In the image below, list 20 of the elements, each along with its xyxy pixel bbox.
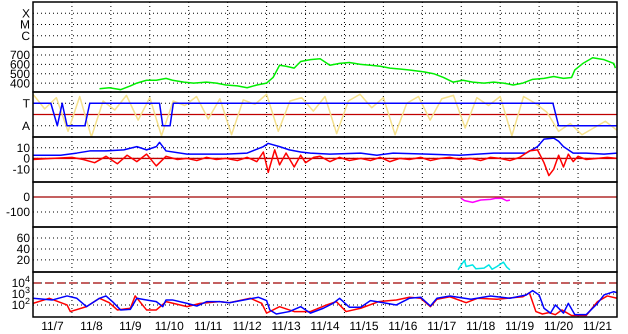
x-tick-label: 11/7 [41,319,64,333]
x-tick-label: 11/13 [271,319,301,333]
y-tick-label: -100 [6,205,30,220]
y-tick-label: 0 [23,190,30,204]
x-tick-label: 11/9 [119,319,142,333]
x-tick-label: 11/20 [544,319,574,333]
x-tick-label: 11/18 [466,319,496,333]
x-tick-label: 11/10 [154,319,184,333]
x-tick-label: 11/15 [349,319,379,333]
category-label: X [22,6,30,20]
x-tick-label: 11/21 [582,319,612,333]
x-tick-label: 11/17 [427,319,457,333]
x-tick-label: 11/16 [388,319,418,333]
x-tick-label: 11/19 [505,319,535,333]
x-tick-label: 11/11 [194,319,223,333]
category-label: A [22,118,30,133]
x-tick-label: 11/8 [80,319,103,333]
x-tick-label: 11/14 [310,319,340,333]
category-label: T [22,96,30,110]
x-tick-label: 11/12 [232,319,262,333]
